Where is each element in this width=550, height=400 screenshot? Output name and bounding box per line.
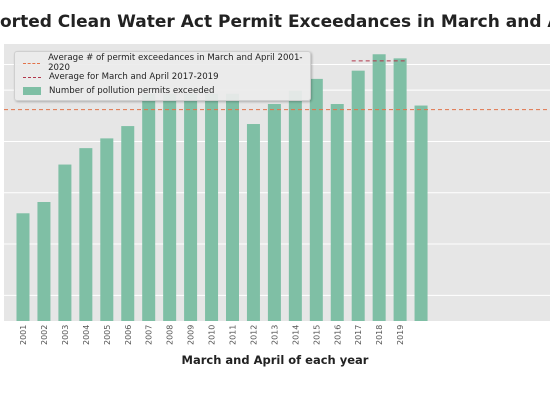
bar: [372, 54, 386, 322]
x-tick-label: 2013: [270, 325, 279, 345]
x-tick-label: 2005: [103, 325, 112, 345]
bar: [351, 70, 365, 321]
bar: [121, 126, 135, 322]
x-axis-label: March and April of each year: [181, 353, 369, 367]
legend-item-average-all: Average # of permit exceedances in March…: [23, 53, 310, 73]
chart-title: orted Clean Water Act Permit Exceedances…: [0, 12, 550, 32]
legend-item-bars: Number of pollution permits exceeded: [23, 84, 310, 98]
legend-label-average-all: Average # of permit exceedances in March…: [48, 53, 303, 73]
bar: [330, 104, 344, 322]
x-tick-label: 2012: [249, 325, 258, 345]
x-tick-label: 2002: [40, 325, 49, 345]
bar: [184, 93, 198, 321]
legend: Average # of permit exceedances in March…: [14, 51, 311, 101]
x-tick-label: 2009: [187, 325, 196, 345]
x-tick-label: 2011: [229, 325, 238, 345]
legend-swatch-average-all: [23, 62, 41, 64]
x-tick-label: 2007: [145, 325, 154, 345]
x-tick-label: 2014: [291, 325, 300, 345]
bar: [142, 93, 156, 321]
x-tick-label: 2004: [82, 325, 91, 345]
bar: [37, 201, 51, 321]
bar: [288, 90, 302, 321]
bar: [58, 164, 72, 321]
legend-swatch-average-recent: [23, 76, 41, 78]
x-tick-label: 2017: [354, 325, 363, 345]
bar: [393, 58, 407, 321]
bar: [267, 104, 281, 322]
x-tick-label: 2018: [375, 325, 384, 345]
legend-label-bars: Number of pollution permits exceeded: [49, 86, 215, 96]
legend-swatch-bars: [23, 87, 41, 95]
bar: [163, 93, 177, 321]
x-tick-label: 2010: [208, 325, 217, 345]
bar: [246, 124, 260, 322]
bar: [16, 213, 30, 321]
x-tick-label: 2016: [333, 325, 342, 345]
bar: [79, 148, 93, 321]
legend-item-average-recent: Average for March and April 2017-2019: [23, 70, 310, 84]
x-tick-label: 2001: [19, 325, 28, 345]
x-tick-label: 2008: [166, 325, 175, 345]
bar: [414, 105, 428, 321]
bar: [226, 93, 239, 321]
bar: [100, 138, 114, 321]
x-tick-label: 2006: [124, 325, 133, 345]
x-tick-label: 2019: [396, 325, 405, 345]
bar: [205, 93, 219, 321]
legend-label-average-recent: Average for March and April 2017-2019: [49, 72, 219, 82]
x-tick-label: 2015: [312, 325, 321, 345]
bar: [309, 78, 323, 321]
x-tick-label: 2003: [61, 325, 70, 345]
